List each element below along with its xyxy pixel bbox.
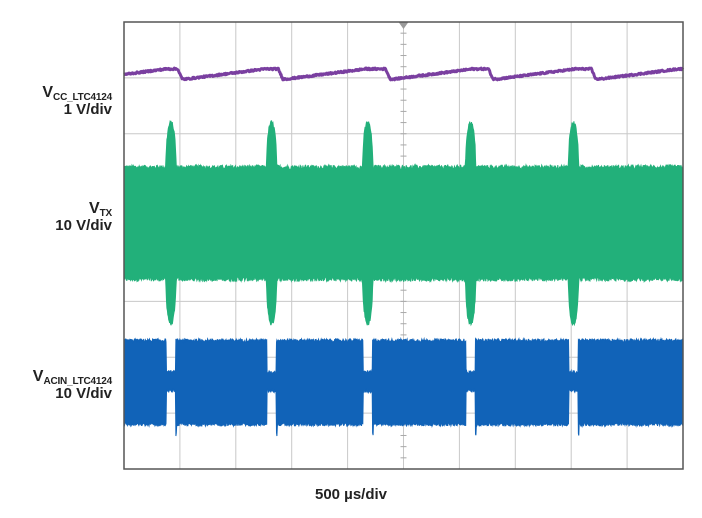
vacin-label-scale: 10 V/div [55,384,112,402]
vacin-label: VACIN_LTC4124 10 V/div [33,368,112,403]
vtx-label-symbol: V [88,200,100,217]
vtx-label-subscript: TX [99,208,113,219]
vcc-label-symbol: V [42,84,54,101]
vcc-label: VCC_LTC4124 1 V/div [42,84,112,119]
vtx-label-scale: 10 V/div [55,216,112,234]
vtx-label: VTX 10 V/div [55,200,112,235]
vcc-label-subscript: CC_LTC4124 [53,92,112,103]
traces [123,66,685,437]
vcc-trace [123,66,685,82]
x-axis-label: 500 µs/div [314,486,388,503]
plot-border [123,21,684,470]
trigger-marker-icon [398,22,409,29]
vacin-label-subscript: ACIN_LTC4124 [43,376,112,387]
vacin-label-symbol: V [32,368,44,385]
vacin-trace [123,336,684,437]
vcc-label-scale: 1 V/div [63,100,112,118]
plot-frame [123,21,684,470]
